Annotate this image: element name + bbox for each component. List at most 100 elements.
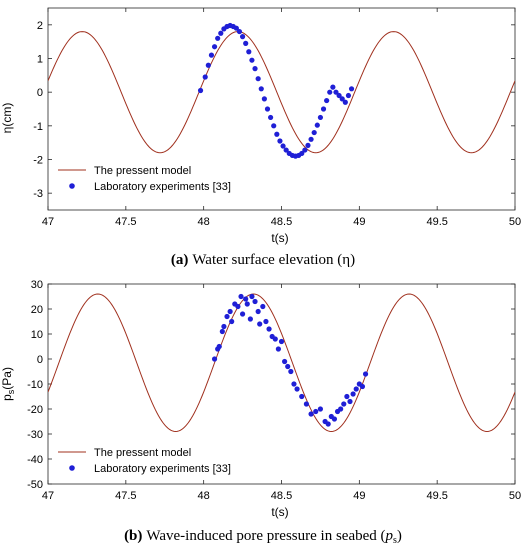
chart-a-caption: (a) Water surface elevation (η) (171, 252, 355, 268)
chart-a-xtick-label: 49.5 (426, 216, 447, 228)
chart-a-ytick-label: 0 (37, 87, 43, 99)
chart-a-legend-dot-swatch (69, 183, 75, 189)
chart-b-experiment-point (359, 383, 366, 390)
chart-b-experiment-point (227, 308, 233, 315)
chart-a-experiment-point (330, 84, 336, 90)
chart-a-experiment-point (320, 106, 327, 112)
chart-b-experiment-point (249, 293, 255, 300)
chart-b-ylabel: ps(Pa) (0, 367, 16, 401)
chart-a-experiment-point (311, 129, 317, 136)
chart-a-experiment-point (308, 136, 314, 142)
chart-b-experiment-point (303, 401, 310, 407)
chart-b-experiment-point (238, 293, 244, 300)
chart-b-experiment-point (243, 296, 249, 302)
chart-b-ytick-label: -10 (27, 379, 43, 391)
chart-a-xlabel: t(s) (271, 231, 288, 245)
chart-b-experiment-point (275, 346, 281, 352)
chart-b-experiment-point (282, 358, 288, 365)
chart-a-experiment-point (302, 147, 308, 153)
chart-b-caption-sub: s (393, 535, 397, 546)
chart-a-experiment-point (236, 28, 243, 35)
chart-a-experiment-point (218, 30, 224, 36)
chart-a-xtick-label: 47.5 (115, 216, 136, 228)
chart-b-xtick-label: 48.5 (271, 490, 292, 502)
chart-b-ylabel-var: p (0, 394, 14, 401)
chart-b-experiment-point (291, 381, 297, 387)
chart-b-experiment-point (272, 336, 278, 342)
chart-a-experiment-point (252, 66, 258, 72)
chart-b-experiment-point (308, 411, 314, 417)
chart-b-xtick-label: 48 (198, 490, 210, 502)
chart-b-ylabel-sub: s (6, 389, 16, 394)
chart-a-experiment-point (208, 52, 215, 58)
chart-a-experiment-point (348, 86, 355, 92)
chart-a-experiment-point (215, 35, 221, 41)
chart-b-experiment-point (211, 356, 218, 362)
chart-a-experiment-point (317, 114, 324, 121)
chart-a-legend-label: The pressent model (94, 165, 191, 177)
chart-a-caption-prefix: (a) (171, 252, 189, 268)
chart-b-xlabel: t(s) (271, 505, 288, 519)
chart-b-experiment-point (362, 371, 369, 377)
chart-a: 47 47.5 48 48.5 49 49.5 50 -3 -2 -1 0 1 2 The pressen… (0, 7, 521, 268)
chart-b-experiment-point (341, 401, 347, 407)
chart-b-model-line (48, 293, 515, 433)
chart-b-experiment-point (294, 386, 300, 392)
chart-b-experiment-point (266, 326, 272, 332)
chart-a-experiment-point (255, 76, 261, 82)
chart-a-experiment-point (197, 87, 204, 94)
chart-a-experiment-point (336, 92, 342, 99)
chart-b-experiment-point (260, 303, 266, 310)
chart-b-ylabel-unit: (Pa) (0, 367, 14, 390)
chart-b: 47 47.5 48 48.5 49 49.5 50 -50 -40 -30 -20 -10 0 10 20… (0, 279, 521, 546)
chart-b-experiment-point (278, 338, 285, 345)
chart-a-experiment-point (243, 40, 249, 46)
chart-a-experiment-point (280, 143, 286, 149)
chart-b-experiment-point (239, 311, 246, 317)
chart-b-experiment-point (288, 368, 294, 375)
chart-b-ytick-label: 20 (31, 304, 43, 316)
chart-a-experiment-point (324, 97, 330, 104)
chart-a-model-line (48, 31, 515, 154)
chart-b-experiment-point (257, 321, 263, 327)
chart-b-experiment-point (299, 393, 305, 400)
chart-b-plot-area (47, 283, 516, 485)
chart-a-xtick-label: 47 (42, 216, 54, 228)
chart-b-experiment-point (229, 318, 235, 325)
chart-a-ytick-label: -1 (33, 121, 43, 133)
chart-b-ytick-label: -20 (27, 404, 43, 416)
chart-b-experiment-point (331, 416, 338, 422)
chart-b-experiment-point (285, 363, 291, 370)
chart-b-experiment-point (255, 308, 261, 315)
chart-a-experiment-point (233, 25, 239, 31)
chart-b-ytick-label: -50 (27, 479, 43, 491)
chart-b-experiment-point (325, 421, 331, 427)
chart-a-experiment-point (239, 34, 246, 40)
chart-a-legend-label: Laboratory experiments [33] (94, 181, 231, 193)
chart-b-xtick-label: 50 (509, 490, 521, 502)
chart-a-series-group (48, 22, 515, 159)
chart-a-ylabel: η(cm) (0, 103, 14, 134)
chart-b-experiment-point (263, 318, 269, 325)
chart-b-series-group (48, 293, 515, 433)
chart-a-experiment-point (314, 122, 320, 128)
chart-b-experiment-point (338, 406, 344, 412)
chart-a-experiment-point (271, 123, 277, 129)
chart-b-xtick-label: 49.5 (426, 490, 447, 502)
chart-b-legend-dot-swatch (69, 465, 75, 471)
chart-a-experiment-point (258, 86, 264, 92)
chart-b-marks: 47 47.5 48 48.5 49 49.5 50 -50 -40 -30 -20 -10 0 10 20… (27, 279, 521, 502)
chart-b-legend: The pressent model Laboratory experiments… (58, 447, 231, 475)
chart-a-experiment-point (268, 114, 274, 121)
chart-a-experiment-point (283, 147, 289, 153)
chart-a-experiment-point (246, 49, 252, 55)
chart-b-ytick-label: 0 (37, 354, 43, 366)
chart-a-experiment-point (342, 99, 348, 105)
chart-b-experiment-point (221, 323, 227, 330)
chart-a-ytick-label: -3 (33, 188, 43, 200)
chart-a-experiment-point (249, 57, 255, 63)
chart-a-experiment-point (264, 106, 271, 112)
chart-b-experiment-point (313, 408, 319, 415)
chart-a-ytick-label: 1 (37, 54, 43, 66)
chart-b-ytick-label: -30 (27, 429, 43, 441)
